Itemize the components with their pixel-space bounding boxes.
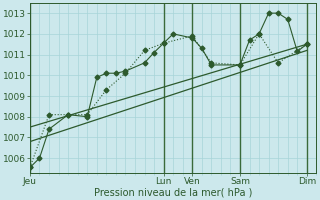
X-axis label: Pression niveau de la mer( hPa ): Pression niveau de la mer( hPa )	[94, 187, 252, 197]
